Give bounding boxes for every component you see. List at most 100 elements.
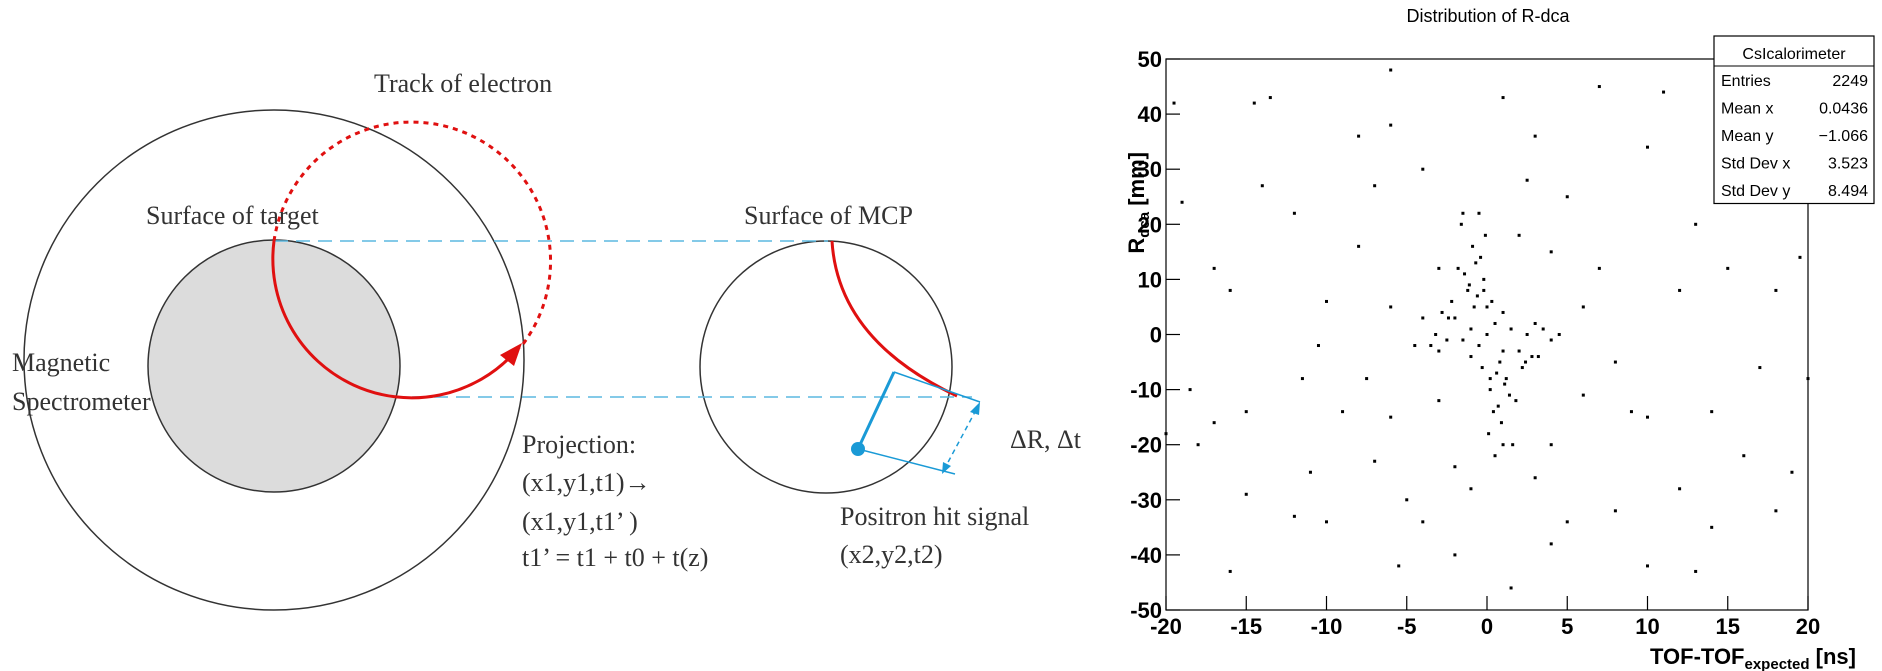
diagram: Track of electron Surface of target Surf… bbox=[12, 69, 1082, 611]
point bbox=[1487, 432, 1491, 436]
point bbox=[1480, 366, 1484, 370]
point bbox=[1549, 443, 1553, 447]
x-axis-label: expected bbox=[1745, 656, 1810, 671]
point bbox=[1212, 421, 1216, 425]
point bbox=[1228, 288, 1232, 292]
point bbox=[1501, 310, 1505, 314]
y-tick-label: -30 bbox=[1130, 488, 1162, 513]
point bbox=[1434, 333, 1438, 336]
label: Surface of target bbox=[146, 201, 320, 230]
y-axis-label: R bbox=[1124, 238, 1149, 254]
point bbox=[1629, 410, 1633, 414]
label: Spectrometer bbox=[12, 387, 151, 416]
point bbox=[1440, 310, 1444, 314]
point bbox=[1244, 410, 1248, 414]
point bbox=[1549, 542, 1553, 546]
point bbox=[1268, 96, 1272, 100]
hit-line bbox=[893, 371, 981, 403]
x-tick-label: -10 bbox=[1311, 614, 1343, 639]
x-tick-label: 5 bbox=[1561, 614, 1573, 639]
point bbox=[1496, 404, 1500, 408]
chart: Distribution of R-dca Rdca [mm] TOF-TOFe… bbox=[1124, 6, 1875, 671]
point bbox=[1292, 514, 1296, 518]
stats-label: Std Dev x bbox=[1721, 155, 1790, 172]
mcp-track bbox=[830, 240, 958, 398]
label: Track of electron bbox=[374, 69, 552, 98]
point bbox=[1463, 272, 1467, 276]
point bbox=[1742, 454, 1746, 458]
y-tick-label: 50 bbox=[1138, 47, 1162, 72]
point bbox=[1172, 101, 1176, 105]
point bbox=[1485, 333, 1489, 336]
point bbox=[1613, 360, 1617, 364]
point bbox=[1469, 487, 1473, 491]
point bbox=[1774, 288, 1778, 292]
y-tick-label: 30 bbox=[1138, 157, 1162, 182]
y-tick-label: -20 bbox=[1130, 433, 1162, 458]
x-axis-label: TOF-TOF bbox=[1650, 644, 1745, 669]
point bbox=[1503, 382, 1507, 386]
point bbox=[1646, 415, 1649, 419]
point bbox=[1421, 520, 1425, 524]
point bbox=[1429, 344, 1433, 348]
point bbox=[1499, 421, 1503, 425]
point bbox=[1405, 498, 1409, 502]
point bbox=[1501, 349, 1505, 353]
x-axis-label: [ns] bbox=[1810, 644, 1856, 669]
point bbox=[1581, 305, 1585, 309]
point bbox=[1726, 266, 1730, 270]
point bbox=[1581, 393, 1585, 397]
y-tick-label: -10 bbox=[1130, 378, 1162, 403]
point bbox=[1541, 327, 1545, 331]
label: Positron hit signal bbox=[840, 502, 1029, 531]
point bbox=[1565, 195, 1569, 199]
stats-box bbox=[1713, 35, 1875, 205]
point bbox=[1710, 410, 1714, 414]
x-tick-label: 20 bbox=[1796, 614, 1820, 639]
point bbox=[1365, 377, 1369, 381]
point bbox=[1413, 344, 1417, 348]
label: ΔR, Δt bbox=[1010, 425, 1082, 454]
point bbox=[1533, 134, 1537, 138]
point bbox=[1389, 68, 1393, 72]
point bbox=[1260, 184, 1264, 188]
point bbox=[1483, 233, 1487, 237]
y-axis-label: [mm] bbox=[1124, 152, 1149, 212]
delta-arrow-head bbox=[970, 402, 980, 415]
stats-label: Std Dev y bbox=[1721, 183, 1790, 200]
point bbox=[1694, 222, 1698, 226]
point bbox=[1479, 255, 1483, 259]
point bbox=[1517, 349, 1521, 353]
point bbox=[1461, 211, 1465, 215]
point bbox=[1461, 338, 1465, 342]
y-tick-label: 40 bbox=[1138, 102, 1162, 127]
track-dashed bbox=[272, 120, 552, 349]
point bbox=[1389, 123, 1393, 127]
x-tick-label: 15 bbox=[1716, 614, 1740, 639]
point bbox=[1477, 211, 1481, 215]
point bbox=[1459, 222, 1463, 226]
point bbox=[1525, 178, 1529, 182]
stats-value: −1.066 bbox=[1819, 128, 1868, 145]
point bbox=[1613, 509, 1617, 513]
point bbox=[1490, 299, 1494, 303]
y-tick-label: 0 bbox=[1150, 323, 1162, 348]
spectrometer-circle bbox=[23, 109, 525, 611]
point bbox=[1509, 586, 1513, 590]
point bbox=[1514, 399, 1518, 403]
point bbox=[1477, 344, 1481, 348]
point bbox=[1357, 134, 1361, 138]
label: (x1,y1,t1)→ bbox=[522, 468, 651, 497]
point bbox=[1524, 360, 1528, 364]
label: Surface of MCP bbox=[744, 201, 913, 230]
label: t1’ = t1 + t0 + t(z) bbox=[522, 543, 708, 572]
label: (x2,y2,t2) bbox=[840, 540, 943, 569]
label: (x1,y1,t1’ ) bbox=[522, 507, 638, 536]
y-axis-label: dca bbox=[1136, 211, 1153, 238]
point bbox=[1597, 85, 1601, 89]
y-tick-label: 10 bbox=[1138, 267, 1162, 292]
hit-line bbox=[856, 371, 896, 450]
point bbox=[1437, 349, 1441, 353]
point bbox=[1557, 333, 1561, 336]
